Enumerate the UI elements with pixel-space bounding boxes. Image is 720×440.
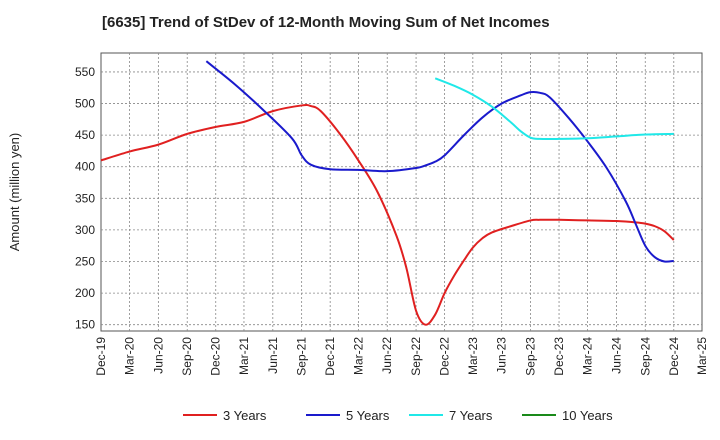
y-tick-label: 150 bbox=[75, 318, 95, 332]
plot-area bbox=[100, 52, 703, 332]
x-tick-label: Jun-22 bbox=[380, 337, 394, 374]
series-line-2 bbox=[205, 60, 674, 263]
y-tick-label: 500 bbox=[75, 97, 95, 111]
y-tick-label: 550 bbox=[75, 65, 95, 79]
legend-label: 5 Years bbox=[346, 408, 390, 423]
x-tick-label: Sep-23 bbox=[524, 337, 538, 376]
chart-title: [6635] Trend of StDev of 12-Month Moving… bbox=[102, 14, 550, 31]
series-line-1 bbox=[100, 104, 675, 326]
x-tick-label: Dec-19 bbox=[94, 337, 108, 376]
x-tick-label: Jun-20 bbox=[151, 337, 165, 374]
x-tick-label: Mar-23 bbox=[466, 337, 480, 375]
x-tick-label: Mar-25 bbox=[695, 337, 709, 375]
y-tick-label: 300 bbox=[75, 223, 95, 237]
y-tick-label: 200 bbox=[75, 286, 95, 300]
y-tick-label: 250 bbox=[75, 255, 95, 269]
x-tick-label: Mar-24 bbox=[581, 337, 595, 375]
legend-label: 3 Years bbox=[223, 408, 267, 423]
x-tick-label: Jun-24 bbox=[609, 337, 623, 374]
y-tick-label: 350 bbox=[75, 191, 95, 205]
legend-label: 7 Years bbox=[449, 408, 493, 423]
x-tick-label: Dec-21 bbox=[323, 337, 337, 376]
legend-label: 10 Years bbox=[562, 408, 613, 423]
x-tick-label: Sep-20 bbox=[180, 337, 194, 376]
x-tick-label: Sep-22 bbox=[409, 337, 423, 376]
x-tick-label: Dec-22 bbox=[438, 337, 452, 376]
x-tick-label: Jun-23 bbox=[495, 337, 509, 374]
x-tick-label: Dec-24 bbox=[667, 337, 681, 376]
series-line-3 bbox=[434, 77, 674, 141]
x-tick-label: Mar-20 bbox=[123, 337, 137, 375]
x-tick-label: Dec-20 bbox=[209, 337, 223, 376]
y-tick-label: 450 bbox=[75, 128, 95, 142]
x-tick-label: Jun-21 bbox=[266, 337, 280, 374]
x-tick-label: Sep-21 bbox=[295, 337, 309, 376]
x-tick-label: Mar-21 bbox=[237, 337, 251, 375]
x-tick-label: Dec-23 bbox=[552, 337, 566, 376]
x-tick-label: Sep-24 bbox=[638, 337, 652, 376]
x-tick-label: Mar-22 bbox=[351, 337, 365, 375]
y-axis-label: Amount (million yen) bbox=[7, 133, 22, 252]
y-tick-label: 400 bbox=[75, 160, 95, 174]
